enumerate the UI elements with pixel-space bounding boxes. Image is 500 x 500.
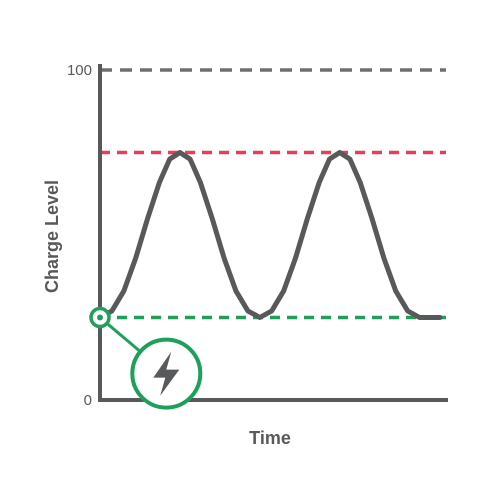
y-tick-0: 0 [52, 392, 92, 409]
start-marker-dot [97, 315, 103, 321]
chart-stage: Charge Level Time 0 100 [0, 0, 500, 500]
y-axis-label: Charge Level [42, 180, 63, 293]
y-tick-100: 100 [52, 62, 92, 79]
x-axis-label: Time [100, 428, 440, 449]
callout-connector [107, 323, 140, 351]
series-charge-curve [100, 153, 440, 318]
